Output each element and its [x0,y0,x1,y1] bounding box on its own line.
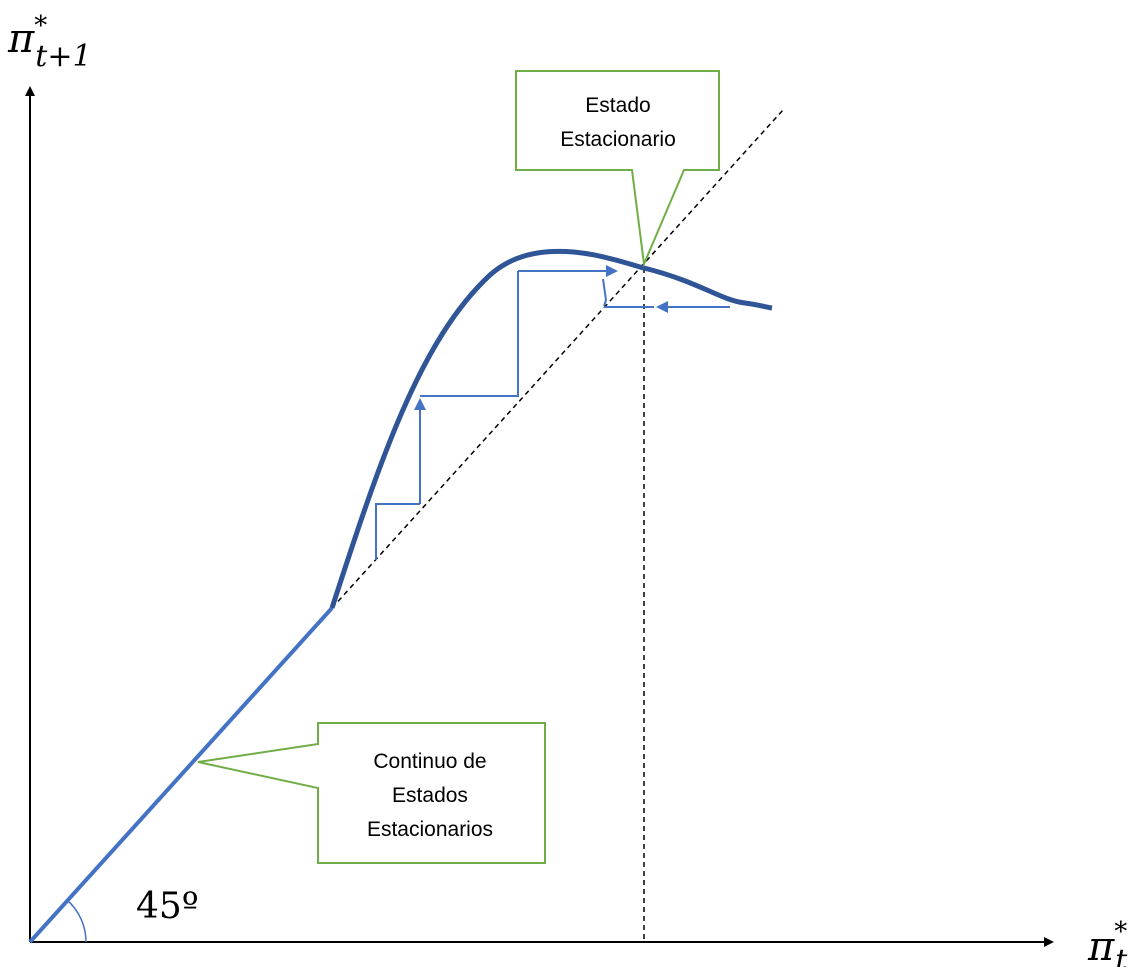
steady-state-callout-line1: Estado [585,94,650,117]
steady-state-callout: Estado Estacionario [515,70,720,268]
angle-label: 45º [136,886,199,927]
y-axis-label: π* t+1 [7,11,92,74]
continuum-callout: Continuo de Estados Estacionarios [197,722,546,864]
continuum-callout-line2: Estados [392,784,468,807]
mapping-curve [329,248,773,609]
continuum-steady-states-line [28,606,334,944]
continuum-callout-line1: Continuo de [373,750,486,773]
steady-state-callout-line2: Estacionario [560,128,676,151]
continuum-callout-line3: Estacionarios [367,818,493,841]
cobweb-left [375,265,618,560]
angle-arc [66,899,87,943]
forty-five-degree-line [331,109,784,609]
x-axis-label: π* t [1087,917,1128,967]
